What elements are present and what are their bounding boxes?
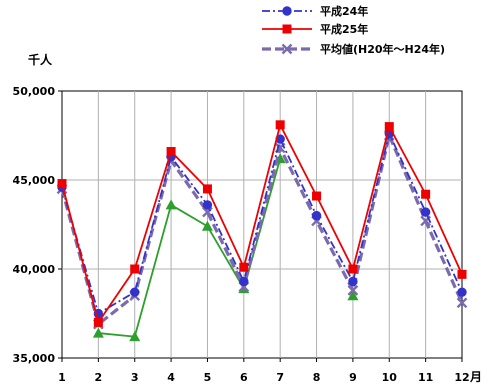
data-point — [57, 179, 67, 189]
series-line — [61, 131, 463, 315]
series-group — [56, 120, 468, 342]
data-point — [202, 200, 213, 210]
y-axis-unit-label: 千人 — [28, 52, 53, 67]
marker-stroke — [202, 206, 213, 218]
legend-marker — [281, 43, 293, 55]
marker-stroke — [347, 285, 359, 296]
x-tick-label: 3 — [131, 371, 139, 384]
legend-item: 平成24年 — [262, 4, 368, 18]
data-point — [420, 207, 431, 217]
data-point — [348, 276, 358, 287]
legend-item: 平均値(H20年〜H24年) — [262, 42, 445, 56]
x-tick-label: 4 — [167, 371, 175, 384]
x-tick-label: 8 — [313, 371, 321, 384]
data-point — [456, 297, 468, 309]
data-point — [202, 184, 212, 194]
x-axis-ticks: 1 2 3 4 5 6 7 8 9 10 11 12 — [58, 358, 470, 384]
data-point — [457, 287, 467, 297]
data-point — [201, 220, 213, 231]
series-line — [98, 158, 282, 338]
data-point — [311, 210, 322, 221]
x-tick-label: 1 — [58, 371, 66, 384]
y-axis-ticks: 35,000 40,000 45,000 50,000 — [13, 85, 62, 365]
x-tick-label: 2 — [95, 371, 103, 384]
x-tick-label: 11 — [418, 371, 433, 384]
data-point — [457, 269, 467, 279]
marker-stroke — [456, 297, 468, 309]
data-point — [421, 189, 431, 199]
y-tick-label: 35,000 — [13, 352, 56, 365]
x-tick-label: 12 — [454, 371, 469, 384]
legend-item: 平成25年 — [262, 22, 368, 36]
data-point — [347, 285, 359, 296]
data-point — [166, 147, 176, 157]
data-point — [384, 122, 394, 132]
x-tick-label: 9 — [349, 371, 357, 384]
series-2 — [57, 120, 467, 327]
y-tick-label: 40,000 — [13, 263, 56, 276]
data-point — [129, 331, 141, 342]
marker-stroke — [281, 43, 293, 55]
data-point — [348, 264, 358, 274]
data-point — [130, 264, 140, 274]
x-tick-label: 7 — [276, 371, 284, 384]
series-line — [60, 130, 464, 327]
legend-label: 平成24年 — [320, 4, 368, 18]
data-point — [202, 206, 213, 218]
data-point — [275, 120, 285, 130]
data-point — [312, 191, 322, 201]
data-point — [130, 287, 140, 297]
y-tick-label: 45,000 — [13, 174, 56, 187]
y-tick-label: 50,000 — [13, 85, 56, 98]
x-axis-unit-label: 月 — [469, 370, 482, 384]
x-tick-label: 10 — [382, 371, 398, 384]
series-line — [61, 122, 463, 325]
data-point — [347, 290, 359, 301]
data-point — [239, 276, 249, 287]
legend-marker — [282, 24, 292, 34]
x-tick-label: 6 — [240, 371, 248, 384]
legend-label: 平成25年 — [320, 22, 368, 36]
legend-marker — [282, 6, 292, 16]
data-point — [92, 327, 104, 338]
data-point — [239, 262, 249, 272]
data-point — [165, 199, 177, 210]
legend-label: 平均値(H20年〜H24年) — [320, 42, 445, 56]
data-point — [93, 317, 103, 327]
x-tick-label: 5 — [204, 371, 212, 384]
